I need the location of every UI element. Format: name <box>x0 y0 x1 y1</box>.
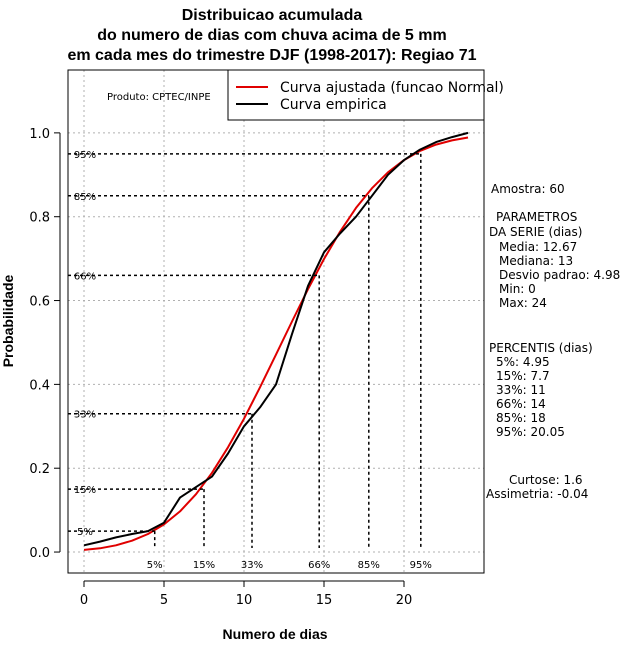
skewness: Assimetria: -0.04 <box>486 487 588 501</box>
x-tick-label-0: 0 <box>80 593 88 608</box>
param-mediana: Mediana: 13 <box>499 254 573 268</box>
x-tick-label-2: 10 <box>236 593 253 608</box>
side-panel: Amostra: 60 PARAMETROS DA SERIE (dias) M… <box>486 182 620 501</box>
percentile-85: 85%: 18 <box>496 411 546 425</box>
kurtosis: Curtose: 1.6 <box>509 473 583 487</box>
chart-title-line-1: Distribuicao acumulada <box>182 7 363 24</box>
percentile-95: 95%: 20.05 <box>496 425 565 439</box>
plot-frame <box>67 69 485 574</box>
percentile-label-left-5: 95% <box>74 150 96 161</box>
percentile-label-bottom-2: 33% <box>241 560 263 571</box>
percentile-label-left-1: 15% <box>74 485 96 496</box>
y-tick-label-2: 0.4 <box>29 378 50 393</box>
param-desvio: Desvio padrao: 4.98 <box>499 268 620 282</box>
percentile-label-bottom-3: 66% <box>308 560 330 571</box>
percentile-label-left-4: 85% <box>74 192 96 203</box>
y-axis-label: Probabilidade <box>0 275 16 368</box>
percentile-label-left-2: 33% <box>74 410 96 421</box>
param-media: Media: 12.67 <box>499 240 577 254</box>
params-header-2: DA SERIE (dias) <box>489 225 582 239</box>
chart-title-line-2: do numero de dias com chuva acima de 5 m… <box>97 27 446 44</box>
param-max: Max: 24 <box>499 296 547 310</box>
y-tick-label-5: 1.0 <box>29 127 50 142</box>
y-tick-label-4: 0.8 <box>29 211 50 226</box>
legend-label-fitted: Curva ajustada (funcao Normal) <box>280 80 504 96</box>
percentile-66: 66%: 14 <box>496 397 546 411</box>
percentile-label-left-3: 66% <box>74 271 96 282</box>
param-min: Min: 0 <box>499 282 536 296</box>
percentile-label-bottom-0: 5% <box>147 560 163 571</box>
chart-title-line-3: em cada mes do trimestre DJF (1998-2017)… <box>67 47 476 64</box>
percentile-label-bottom-5: 95% <box>410 560 432 571</box>
legend-box <box>227 69 485 121</box>
x-tick-label-3: 15 <box>316 593 333 608</box>
percentile-label-bottom-4: 85% <box>358 560 380 571</box>
percentile-33: 33%: 11 <box>496 383 546 397</box>
x-tick-label-4: 20 <box>396 593 413 608</box>
percentile-label-bottom-1: 15% <box>193 560 215 571</box>
percentile-label-left-0: 5% <box>77 527 93 538</box>
grid-layer <box>68 70 484 573</box>
percentile-15: 15%: 7.7 <box>496 369 550 383</box>
y-tick-label-0: 0.0 <box>29 546 50 561</box>
y-tick-label-3: 0.6 <box>29 295 50 310</box>
params-header-1: PARAMETROS <box>496 210 577 224</box>
x-axis-label: Numero de dias <box>222 626 327 642</box>
legend-label-empirical: Curva empirica <box>280 97 387 113</box>
series-line-empirical <box>83 131 469 547</box>
series-line-fitted <box>83 136 469 551</box>
percentile-05: 5%: 4.95 <box>496 355 550 369</box>
product-label: Produto: CPTEC/INPE <box>107 92 211 103</box>
y-tick-label-1: 0.2 <box>29 462 50 477</box>
percentile-marker-layer: 5% 5% 15% 15% 33% 33% 66% 66% 85% 85% 95% 95% <box>68 150 432 571</box>
legend: Curva ajustada (funcao Normal) Curva emp… <box>227 69 504 121</box>
percentiles-header: PERCENTIS (dias) <box>489 341 593 355</box>
axis-layer: 0 5 10 15 20 0.0 0.2 0.4 0.6 0.8 1.0 <box>29 127 412 608</box>
x-tick-label-1: 5 <box>160 593 168 608</box>
sample-size: Amostra: 60 <box>491 182 565 196</box>
